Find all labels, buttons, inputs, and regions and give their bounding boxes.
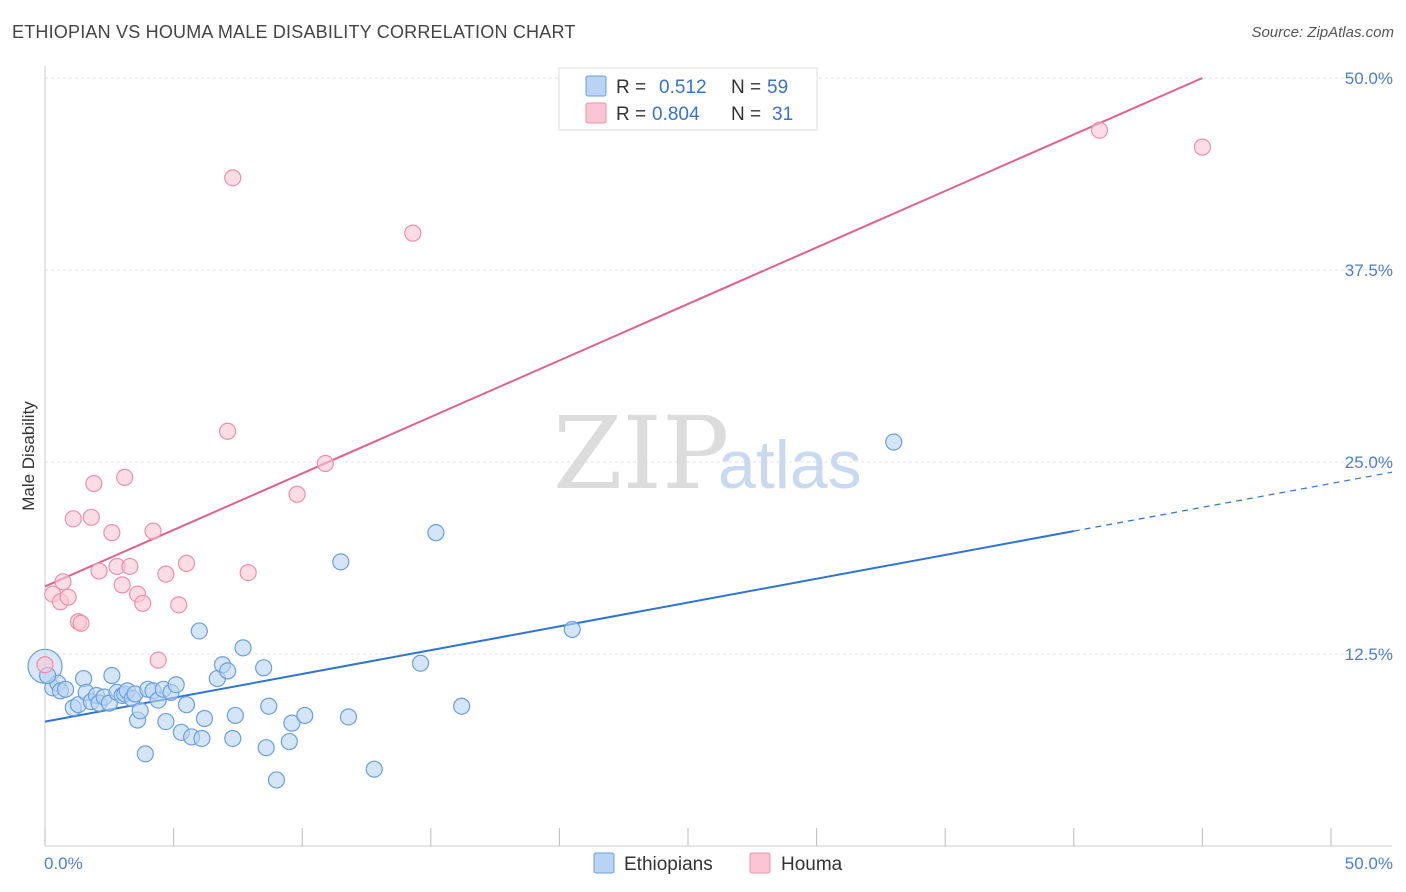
houma-point <box>224 169 242 187</box>
ethiopians-point <box>267 771 286 789</box>
houma-point <box>316 454 334 473</box>
houma-point <box>85 474 103 493</box>
y-tick-label: 37.5% <box>1345 261 1393 280</box>
ethiopians-point <box>157 712 175 731</box>
houma-point <box>170 596 188 614</box>
ethiopians-point <box>167 676 185 694</box>
legend-r-label: R = <box>616 77 646 98</box>
ethiopians-point <box>193 729 211 748</box>
y-tick-labels: 12.5% 25.0% 37.5% 50.0% <box>1345 69 1393 664</box>
houma-point <box>113 576 131 594</box>
ethiopians-point <box>195 709 214 728</box>
ethiopians-point <box>74 669 93 688</box>
chart-title: ETHIOPIAN VS HOUMA MALE DISABILITY CORRE… <box>12 22 576 42</box>
houma-point <box>1090 121 1109 139</box>
legend-r-value: 0.512 <box>659 77 707 98</box>
houma-point <box>404 224 422 242</box>
ethiopians-point <box>332 553 350 571</box>
series-label-houma: Houma <box>781 854 843 875</box>
houma-point <box>121 557 139 576</box>
ethiopians-point <box>226 706 244 725</box>
ethiopians-point <box>283 714 301 732</box>
legend-r-label: R = <box>616 104 646 125</box>
legend-r-value: 0.804 <box>652 104 700 125</box>
houma-point <box>134 594 152 612</box>
legend-n-label: N = <box>731 77 761 98</box>
watermark-atlas: atlas <box>718 427 862 503</box>
houma-point <box>54 573 72 591</box>
series-legend: Ethiopians Houma <box>593 852 843 875</box>
legend-n-value: 59 <box>767 77 788 98</box>
ethiopians-point <box>255 659 273 677</box>
ethiopians-point <box>224 729 242 748</box>
houma-point <box>149 651 167 669</box>
ethiopians-point <box>563 620 581 639</box>
x-tick-labels: 0.0% 50.0% <box>44 854 1393 873</box>
legend-swatch-ethiopians <box>585 75 607 97</box>
ethiopians-point <box>219 662 237 680</box>
ethiopians-point <box>177 696 196 714</box>
y-axis-title: Male Disability <box>19 401 38 511</box>
ethiopians-point <box>260 697 278 715</box>
houma-point <box>59 588 77 606</box>
ethiopians-point <box>339 708 358 726</box>
houma-point <box>82 508 100 526</box>
houma-point <box>90 562 108 580</box>
houma-point <box>219 422 237 440</box>
ethiopians-trend-line <box>44 530 1074 723</box>
legend-swatch-houma <box>585 102 607 124</box>
houma-point <box>103 524 121 542</box>
ethiopians-point <box>190 622 208 640</box>
houma-point <box>64 510 82 528</box>
watermark-zip: ZIP <box>553 395 729 512</box>
houma-point <box>157 565 175 583</box>
x-tick-label: 50.0% <box>1345 854 1393 873</box>
ethiopians-point <box>453 697 471 715</box>
series-label-ethiopians: Ethiopians <box>624 854 713 875</box>
houma-point <box>144 522 162 540</box>
houma-point <box>72 614 90 632</box>
houma-point <box>177 554 196 572</box>
ethiopians-point <box>257 739 275 757</box>
data-points <box>27 121 1212 789</box>
ethiopians-point <box>411 654 430 672</box>
series-swatch-houma <box>749 852 771 874</box>
watermark: ZIP atlas <box>553 395 862 512</box>
ethiopians-point <box>56 680 75 698</box>
houma-point <box>1193 138 1212 156</box>
ethiopians-point <box>280 732 298 751</box>
legend-n-label: N = <box>731 104 761 125</box>
houma-point <box>116 468 134 486</box>
series-swatch-ethiopians <box>593 852 615 874</box>
y-tick-label: 12.5% <box>1345 645 1393 664</box>
ethiopians-point <box>885 433 903 451</box>
ethiopians-point <box>296 706 314 725</box>
y-tick-label: 25.0% <box>1345 453 1393 472</box>
ethiopians-trend-extension <box>1073 471 1393 532</box>
trend-lines <box>44 77 1393 723</box>
source-label: Source: ZipAtlas.com <box>1251 24 1394 41</box>
houma-point <box>239 563 257 582</box>
legend: R = 0.512 N = 59 R = 0.804 N = 31 <box>558 67 818 131</box>
y-tick-label: 50.0% <box>1345 69 1393 88</box>
ethiopians-point <box>131 702 149 720</box>
houma-trend-line <box>44 77 1203 588</box>
axes <box>44 66 1392 847</box>
x-tick-label: 0.0% <box>44 854 83 873</box>
ethiopians-point <box>136 745 154 763</box>
ethiopians-point <box>103 666 121 685</box>
gridlines <box>45 77 1392 655</box>
ethiopians-point <box>427 524 445 542</box>
legend-n-value: 31 <box>772 104 793 125</box>
houma-point <box>288 485 306 503</box>
houma-point <box>36 656 54 674</box>
ethiopians-point <box>365 760 383 778</box>
ethiopians-point <box>234 639 252 657</box>
